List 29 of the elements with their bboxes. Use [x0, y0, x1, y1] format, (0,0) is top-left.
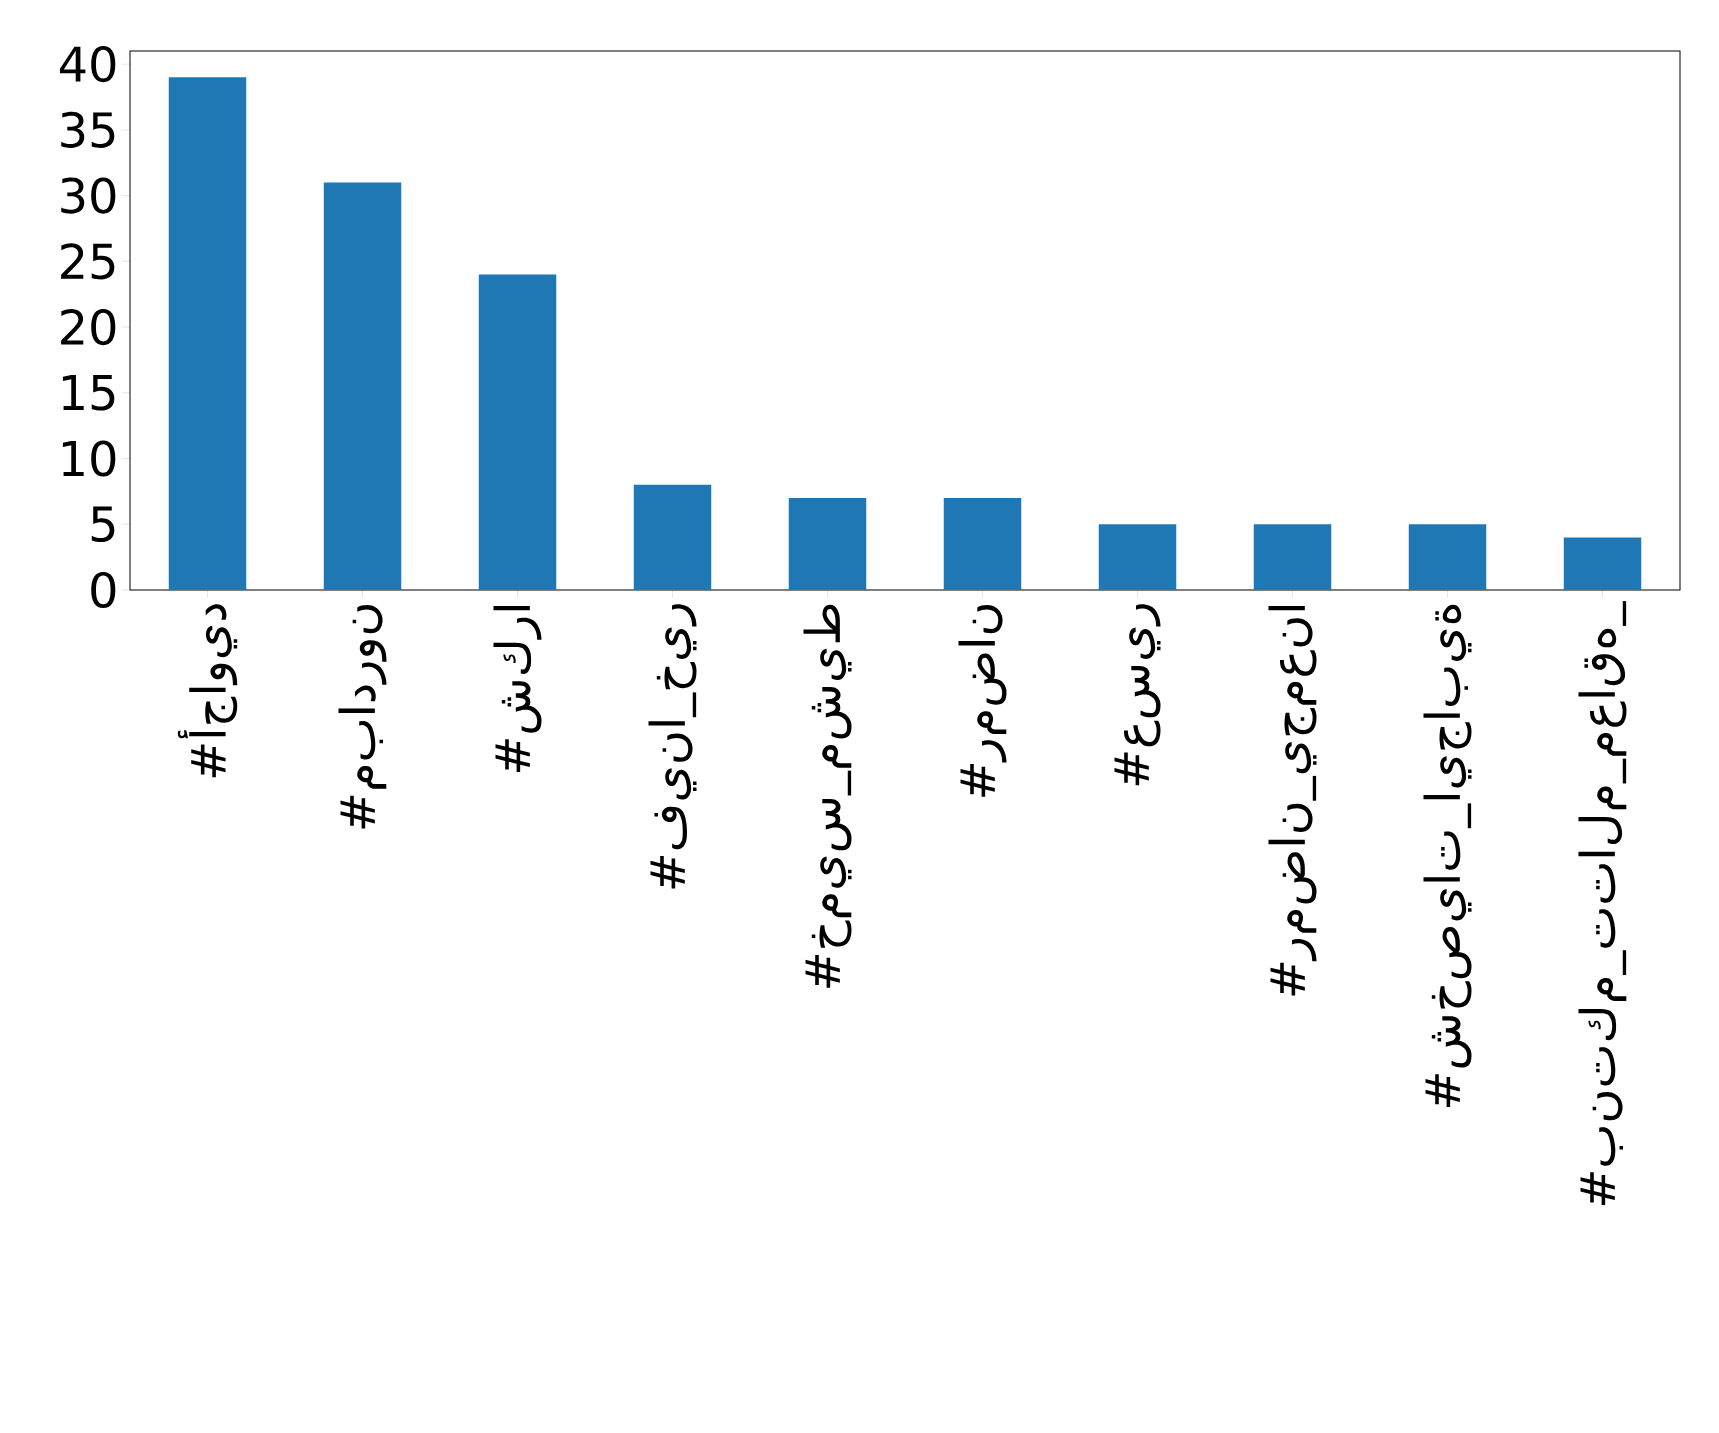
bar: [1563, 537, 1642, 590]
x-tick-label: #رمضان_يجمعنا: [1268, 605, 1317, 996]
y-tick-label: 20: [61, 308, 116, 346]
bar: [788, 497, 867, 590]
x-tick-label: #شخصيات_ايجابية: [1423, 604, 1472, 1107]
x-tick-label: #عسير: [1114, 604, 1161, 786]
x-tick-label: #فينا_خير: [648, 604, 697, 889]
bar: [1098, 524, 1177, 590]
y-tick-label: 30: [61, 177, 116, 214]
bar: [1253, 524, 1332, 590]
bar: [168, 77, 247, 590]
x-tick-label: #بنتكم_تتالم_معاقه_: [1578, 601, 1627, 1206]
bar: [1408, 524, 1487, 590]
x-tick-label: #خميس_مشيط: [803, 604, 852, 988]
bar: [633, 484, 712, 590]
y-tick-label: 15: [62, 375, 115, 411]
bar: [323, 182, 402, 590]
x-tick-label: #شكرا: [493, 605, 542, 773]
x-tick-label: #رمضان: [958, 605, 1007, 797]
y-tick-label: 35: [61, 111, 115, 148]
x-tick-label: #مبادرون: [338, 605, 387, 829]
y-tick-label: 5: [91, 506, 115, 543]
y-tick-label: 0: [91, 571, 116, 609]
bar: [943, 497, 1022, 590]
y-tick-label: 10: [62, 440, 116, 477]
x-tick-label: #أجاويد: [177, 604, 238, 778]
y-tick-label: 40: [59, 46, 116, 83]
y-tick-label: 25: [61, 243, 115, 280]
bar: [478, 274, 557, 590]
